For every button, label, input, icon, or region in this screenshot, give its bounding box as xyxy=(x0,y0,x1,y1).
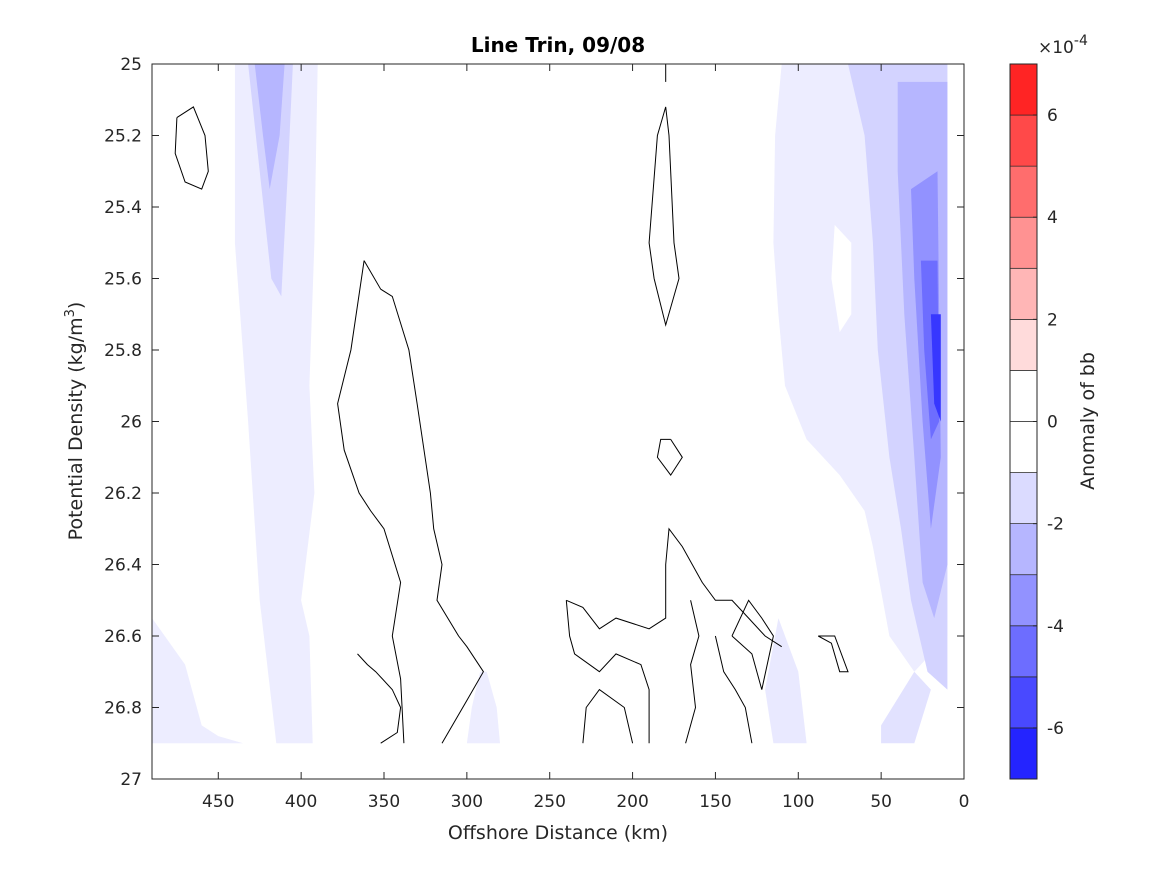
y-tick-label: 25 xyxy=(120,55,142,75)
fill-east-bottom-dip xyxy=(765,618,807,744)
chart-title: Line Trin, 09/08 xyxy=(471,33,645,57)
colorbar-segment xyxy=(1009,114,1038,167)
colorbar-exponent: ×10-4 xyxy=(1038,33,1088,58)
contour-line-12 xyxy=(714,635,753,744)
x-axis-label: Offshore Distance (km) xyxy=(448,822,668,844)
colorbar-segment xyxy=(1009,319,1038,371)
colorbar-tick-label: 4 xyxy=(1047,208,1058,228)
contour-line-6 xyxy=(656,438,683,476)
fill-band-450-390 xyxy=(152,618,244,744)
colorbar-segment xyxy=(1009,421,1038,473)
y-axis-label-close: ) xyxy=(65,302,87,309)
y-tick-label: 26.2 xyxy=(104,484,142,504)
colorbar-tick-label: 2 xyxy=(1047,310,1058,330)
x-axis-ticks: 450 400 350 300 250 200 150 100 50 0 xyxy=(202,64,969,812)
colorbar-segment xyxy=(1009,676,1038,729)
colorbar-segment xyxy=(1009,165,1038,218)
colorbar-exponent-power: -4 xyxy=(1074,33,1088,49)
y-axis-label-sup: 3 xyxy=(63,309,78,317)
colorbar-segment xyxy=(1009,472,1038,524)
colorbar: -6 -4 -2 0 2 4 6 xyxy=(1009,63,1064,780)
contour-line-0 xyxy=(174,106,209,190)
x-tick-label: 150 xyxy=(699,792,731,812)
y-tick-label: 26.6 xyxy=(104,627,142,647)
colorbar-segment xyxy=(1009,727,1038,780)
y-tick-label: 27 xyxy=(120,770,142,790)
fill-hole-1 xyxy=(778,564,815,636)
x-tick-label: 300 xyxy=(451,792,483,812)
colorbar-exponent-prefix: ×10 xyxy=(1038,38,1074,58)
colorbar-segment xyxy=(1009,370,1038,422)
fill-east-bottom-strip xyxy=(881,671,931,744)
y-tick-label: 25.2 xyxy=(104,127,142,147)
fill-band-400-390 xyxy=(234,64,318,744)
y-axis-label: Potential Density (kg/m3) xyxy=(63,302,87,541)
fill-band-290 xyxy=(466,671,500,744)
y-axis-label-main: Potential Density (kg/m xyxy=(65,317,87,540)
y-tick-label: 25.6 xyxy=(104,270,142,290)
contour-line-8 xyxy=(565,600,650,744)
x-tick-label: 100 xyxy=(782,792,814,812)
colorbar-segment xyxy=(1009,63,1038,116)
x-tick-label: 250 xyxy=(533,792,565,812)
y-tick-label: 26.8 xyxy=(104,699,142,719)
fill-east-inner-4 xyxy=(930,314,941,422)
zero-contour-lines xyxy=(174,64,849,744)
colorbar-segment xyxy=(1009,625,1038,678)
x-tick-label: 50 xyxy=(870,792,892,812)
fill-core-420-inner xyxy=(254,64,285,190)
x-tick-label: 450 xyxy=(202,792,234,812)
colorbar-tick-label: -6 xyxy=(1047,719,1064,739)
contour-line-9 xyxy=(685,600,700,744)
colorbar-tick-label: -4 xyxy=(1047,617,1064,637)
colorbar-label: Anomaly of bb xyxy=(1077,352,1099,490)
x-tick-label: 400 xyxy=(285,792,317,812)
colorbar-segment xyxy=(1009,574,1038,627)
colorbar-tick-label: 6 xyxy=(1047,106,1058,126)
y-tick-label: 25.8 xyxy=(104,341,142,361)
contour-line-2 xyxy=(363,260,484,744)
fill-hole-0 xyxy=(831,224,852,333)
contour-line-10 xyxy=(582,688,634,744)
y-tick-label: 25.4 xyxy=(104,198,142,218)
x-tick-label: 350 xyxy=(368,792,400,812)
contour-line-1 xyxy=(337,260,405,744)
contour-line-4 xyxy=(648,106,680,327)
x-tick-label: 200 xyxy=(616,792,648,812)
contour-line-13 xyxy=(817,635,849,673)
x-tick-label: 0 xyxy=(959,792,970,812)
contour-line-11 xyxy=(731,599,774,690)
filled-contours xyxy=(152,64,948,744)
colorbar-segment xyxy=(1009,523,1038,576)
y-tick-label: 26.4 xyxy=(104,556,142,576)
y-axis-ticks: 25 25.2 25.4 25.6 25.8 26 26.2 26.4 26.6 26.8 27 xyxy=(104,55,964,790)
colorbar-tick-label: 0 xyxy=(1047,413,1058,433)
colorbar-segment xyxy=(1009,216,1038,269)
y-tick-label: 26 xyxy=(120,413,142,433)
colorbar-segment xyxy=(1009,267,1038,320)
colorbar-tick-label: -2 xyxy=(1047,515,1064,535)
contour-line-3 xyxy=(357,653,402,744)
